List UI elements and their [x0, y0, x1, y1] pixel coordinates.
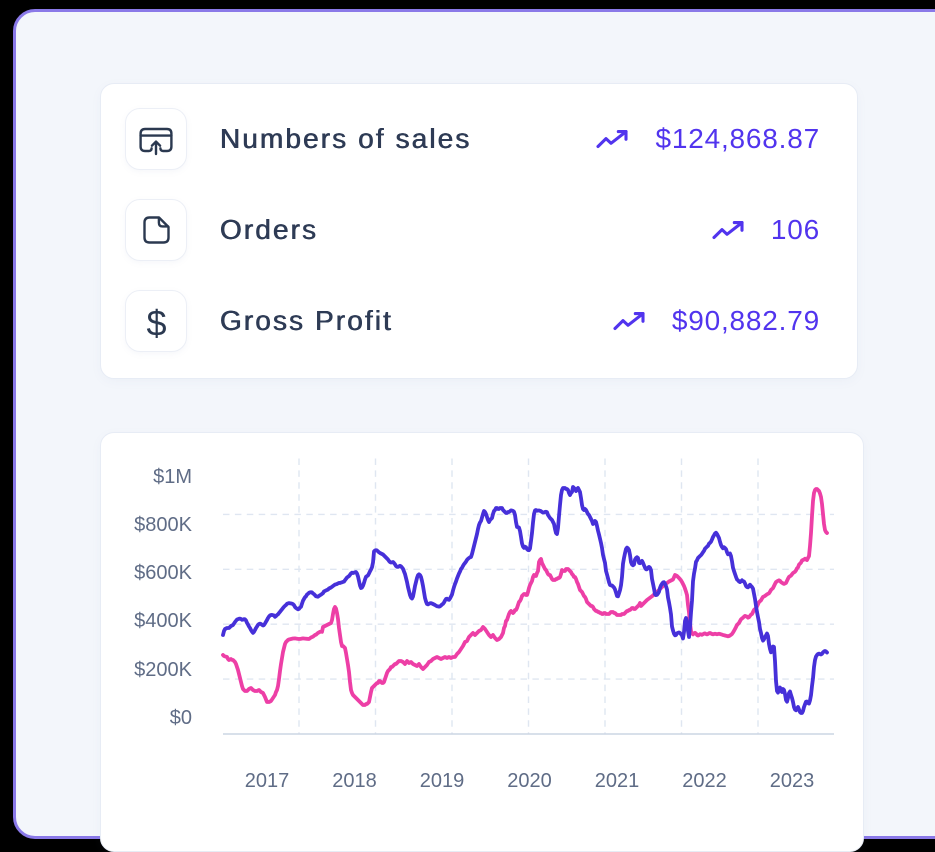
svg-text:$: $: [146, 305, 166, 338]
